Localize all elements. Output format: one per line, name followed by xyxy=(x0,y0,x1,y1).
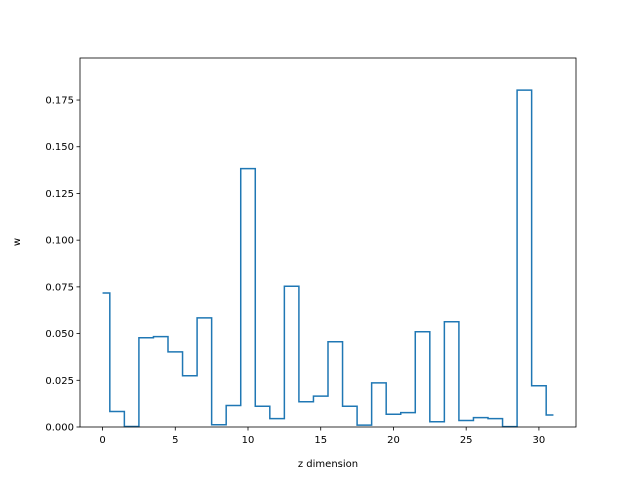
y-tick-label: 0.100 xyxy=(45,236,74,247)
y-tick-label: 0.075 xyxy=(45,282,74,293)
axes-frame xyxy=(79,57,577,428)
y-tick-label: 0.050 xyxy=(45,329,74,340)
y-tick-label: 0.175 xyxy=(45,96,74,107)
y-tick-label: 0.025 xyxy=(45,376,74,387)
y-tick-label: 0.125 xyxy=(45,189,74,200)
y-axis-ticks: 0.000 0.025 0.050 0.075 0.100 0.125 0.150 0.175 xyxy=(45,96,80,434)
x-tick-label: 15 xyxy=(314,435,327,446)
y-axis-label: w xyxy=(12,238,23,246)
x-tick-label: 25 xyxy=(460,435,473,446)
y-tick-label: 0.150 xyxy=(45,142,74,153)
series-line-0 xyxy=(102,89,554,428)
x-tick-label: 20 xyxy=(387,435,400,446)
plot-area xyxy=(79,57,577,428)
x-axis-label: z dimension xyxy=(298,459,358,470)
x-tick-label: 10 xyxy=(242,435,255,446)
x-tick-label: 0 xyxy=(99,435,105,446)
y-tick-label: 0.000 xyxy=(45,423,74,434)
x-tick-label: 30 xyxy=(533,435,546,446)
x-axis-ticks: 0 5 10 15 20 25 30 xyxy=(99,427,545,446)
x-tick-label: 5 xyxy=(172,435,178,446)
